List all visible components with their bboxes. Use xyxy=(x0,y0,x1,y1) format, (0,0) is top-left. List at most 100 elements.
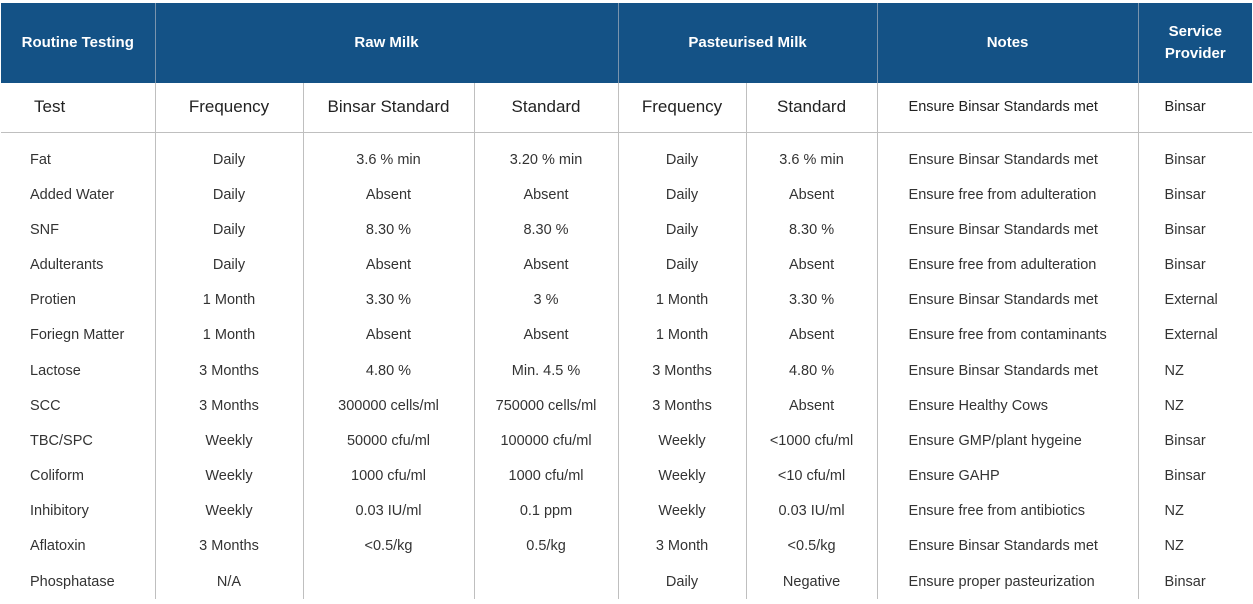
cell-raw-standard: 3.20 % min xyxy=(474,132,619,177)
subheader-raw-binsar-standard: Binsar Standard xyxy=(303,83,475,133)
cell-raw-binsar-standard: 3.6 % min xyxy=(303,132,475,177)
milk-testing-table: Routine Testing Raw Milk Pasteurised Mil… xyxy=(1,3,1253,600)
cell-raw-frequency: Daily xyxy=(155,247,304,283)
table-row: Protien 1 Month 3.30 % 3 % 1 Month 3.30 % Ensu… xyxy=(1,282,1252,318)
cell-test: Adulterants xyxy=(1,247,156,283)
cell-raw-binsar-standard: 4.80 % xyxy=(303,352,475,389)
table-row: SCC 3 Months 300000 cells/ml 750000 cells/m… xyxy=(1,388,1252,424)
cell-past-standard: Negative xyxy=(746,564,878,600)
cell-note: Ensure Binsar Standards met xyxy=(877,212,1139,248)
cell-past-frequency: Daily xyxy=(618,132,747,177)
cell-note: Ensure Binsar Standards met xyxy=(877,132,1139,177)
table-row: Foriegn Matter 1 Month Absent Absent 1 Month… xyxy=(1,317,1252,353)
cell-past-standard: Absent xyxy=(746,317,878,353)
header-pasteurised-milk: Pasteurised Milk xyxy=(618,3,878,83)
cell-test: Fat xyxy=(1,132,156,177)
cell-test: TBC/SPC xyxy=(1,423,156,459)
cell-past-standard: 3.30 % xyxy=(746,282,878,318)
cell-past-frequency: 1 Month xyxy=(618,317,747,353)
cell-test: Coliform xyxy=(1,458,156,494)
cell-test: Protien xyxy=(1,282,156,318)
table-row: Added Water Daily Absent Absent Daily Absent E… xyxy=(1,177,1252,213)
table-row: Fat Daily 3.6 % min 3.20 % min Daily 3.6 % mi… xyxy=(1,132,1252,177)
cell-provider: Binsar xyxy=(1164,468,1206,485)
cell-past-frequency: 3 Months xyxy=(618,352,747,389)
cell-past-frequency: Weekly xyxy=(618,493,747,529)
cell-raw-standard: 0.5/kg xyxy=(474,528,619,565)
cell-note: Ensure Binsar Standards met xyxy=(877,282,1139,318)
cell-past-standard: 8.30 % xyxy=(746,212,878,248)
cell-raw-standard: 750000 cells/ml xyxy=(474,388,619,424)
cell-raw-standard: Absent xyxy=(474,317,619,353)
cell-provider: Binsar xyxy=(1164,256,1206,273)
cell-raw-binsar-standard: 0.03 IU/ml xyxy=(303,493,475,529)
cell-past-standard: Absent xyxy=(746,177,878,213)
cell-provider: Binsar xyxy=(1164,151,1206,168)
cell-raw-binsar-standard: Absent xyxy=(303,317,475,353)
cell-raw-frequency: 3 Months xyxy=(155,388,304,424)
cell-raw-standard: Absent xyxy=(474,247,619,283)
cell-note: Ensure free from adulteration xyxy=(877,177,1139,213)
subheader-raw-standard: Standard xyxy=(474,83,619,133)
cell-past-standard: Absent xyxy=(746,247,878,283)
cell-raw-binsar-standard: 1000 cfu/ml xyxy=(303,458,475,494)
cell-raw-standard: 100000 cfu/ml xyxy=(474,423,619,459)
cell-past-standard: 3.6 % min xyxy=(746,132,878,177)
table-row: Phosphatase N/A Daily Negative Ensure proper… xyxy=(1,564,1252,600)
cell-raw-binsar-standard: 3.30 % xyxy=(303,282,475,318)
cell-note: Ensure proper pasteurization xyxy=(877,564,1139,600)
cell-provider: NZ xyxy=(1164,538,1184,555)
table-row: Coliform Weekly 1000 cfu/ml 1000 cfu/ml Week… xyxy=(1,458,1252,494)
table-row: Adulterants Daily Absent Absent Daily Absent E… xyxy=(1,247,1252,283)
header-routine-testing: Routine Testing xyxy=(1,3,156,83)
cell-note: Ensure GMP/plant hygeine xyxy=(877,423,1139,459)
subheader-row: Test Frequency Binsar Standard Standard … xyxy=(1,83,1253,133)
cell-note: Ensure Binsar Standards met xyxy=(877,528,1139,565)
cell-raw-frequency: Weekly xyxy=(155,423,304,459)
cell-test: Phosphatase xyxy=(1,564,156,600)
subheader-raw-frequency: Frequency xyxy=(155,83,304,133)
subheader-provider: Binsar xyxy=(1138,83,1253,133)
cell-note: Ensure Binsar Standards met xyxy=(877,352,1139,389)
subheader-past-standard: Standard xyxy=(746,83,878,133)
table-row: Aflatoxin 3 Months <0.5/kg 0.5/kg 3 Month <0.… xyxy=(1,528,1252,565)
cell-past-standard: 0.03 IU/ml xyxy=(746,493,878,529)
cell-raw-binsar-standard: 50000 cfu/ml xyxy=(303,423,475,459)
cell-raw-standard: 0.1 ppm xyxy=(474,493,619,529)
cell-provider: External xyxy=(1164,327,1218,344)
cell-provider: External xyxy=(1164,292,1218,309)
cell-raw-standard: 8.30 % xyxy=(474,212,619,248)
cell-note: Ensure Healthy Cows xyxy=(877,388,1139,424)
cell-raw-frequency: Weekly xyxy=(155,458,304,494)
cell-raw-standard: 3 % xyxy=(474,282,619,318)
cell-test: Aflatoxin xyxy=(1,528,156,565)
cell-raw-binsar-standard: Absent xyxy=(303,177,475,213)
cell-provider: Binsar xyxy=(1164,186,1206,203)
header-service-provider: Service Provider xyxy=(1138,3,1253,83)
cell-test: SCC xyxy=(1,388,156,424)
cell-provider: NZ xyxy=(1164,362,1184,379)
cell-raw-standard: Min. 4.5 % xyxy=(474,352,619,389)
cell-test: SNF xyxy=(1,212,156,248)
cell-raw-frequency: 3 Months xyxy=(155,352,304,389)
cell-raw-frequency: 3 Months xyxy=(155,528,304,565)
cell-raw-standard: 1000 cfu/ml xyxy=(474,458,619,494)
cell-test: Foriegn Matter xyxy=(1,317,156,353)
table-row: Lactose 3 Months 4.80 % Min. 4.5 % 3 Months 4… xyxy=(1,352,1252,389)
cell-past-frequency: Daily xyxy=(618,177,747,213)
cell-note: Ensure GAHP xyxy=(877,458,1139,494)
cell-raw-binsar-standard: <0.5/kg xyxy=(303,528,475,565)
cell-note: Ensure free from adulteration xyxy=(877,247,1139,283)
cell-past-frequency: Daily xyxy=(618,212,747,248)
cell-past-standard: <10 cfu/ml xyxy=(746,458,878,494)
cell-raw-binsar-standard: Absent xyxy=(303,247,475,283)
cell-provider: Binsar xyxy=(1164,432,1206,449)
cell-raw-binsar-standard: 8.30 % xyxy=(303,212,475,248)
header-row: Routine Testing Raw Milk Pasteurised Mil… xyxy=(1,3,1253,83)
subheader-note: Ensure Binsar Standards met xyxy=(877,83,1139,133)
cell-raw-frequency: Daily xyxy=(155,132,304,177)
cell-past-frequency: 1 Month xyxy=(618,282,747,318)
cell-raw-frequency: N/A xyxy=(155,564,304,600)
cell-past-frequency: Daily xyxy=(618,564,747,600)
cell-provider: Binsar xyxy=(1164,221,1206,238)
